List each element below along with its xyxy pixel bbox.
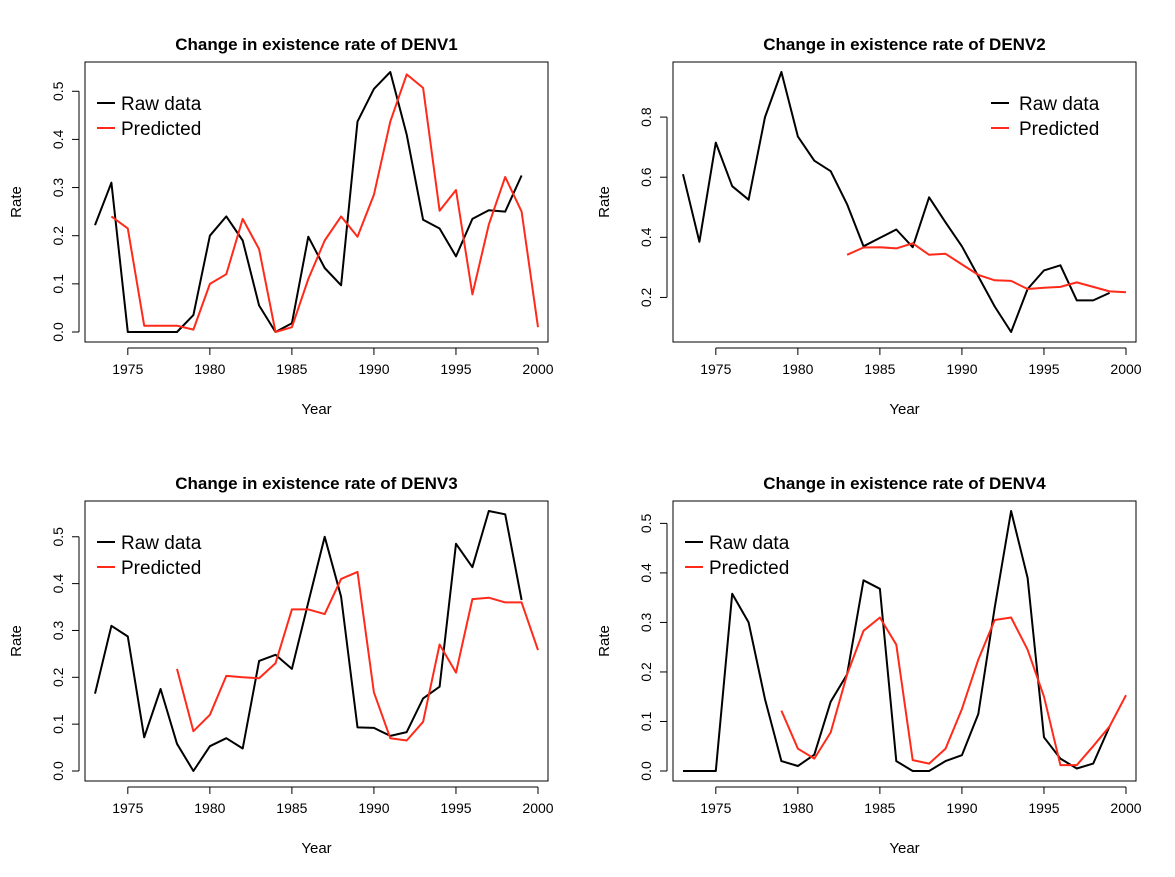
x-tick-label: 1985 [864, 800, 895, 816]
y-tick-label: 0.5 [638, 513, 654, 533]
x-tick-label: 1995 [440, 361, 471, 377]
x-tick-label: 1975 [700, 800, 731, 816]
legend-label: Predicted [121, 119, 201, 140]
x-tick-label: 1990 [358, 361, 389, 377]
y-tick-label: 0.6 [638, 167, 654, 187]
x-axis-label: Year [301, 840, 331, 857]
plot-frame [84, 61, 549, 343]
y-tick-label: 0.3 [638, 612, 654, 632]
chart-panel-denv4: Change in existence rate of DENV4 1975 198… [588, 439, 1175, 877]
y-tick-label: 0.4 [638, 563, 654, 583]
y-tick-label: 0.2 [638, 662, 654, 682]
x-tick-label: 1990 [358, 800, 389, 816]
x-axis-label: Year [889, 840, 919, 857]
y-tick-label: 0.4 [50, 574, 66, 594]
x-tick-label: 1995 [1028, 800, 1059, 816]
series-line-raw-data [683, 510, 1111, 772]
chart-title: Change in existence rate of DENV1 [175, 35, 457, 54]
legend-label: Raw data [709, 533, 790, 554]
chart-panel-denv2: Change in existence rate of DENV2 1975 198… [588, 0, 1175, 438]
y-tick-label: 0.3 [50, 621, 66, 641]
chart-title: Change in existence rate of DENV3 [175, 474, 457, 493]
series-line-raw-data [94, 510, 523, 772]
plot-frame [84, 500, 549, 782]
y-tick-label: 0.1 [50, 274, 66, 294]
x-tick-label: 1980 [194, 800, 225, 816]
chart-title: Change in existence rate of DENV2 [763, 35, 1045, 54]
y-tick-label: 0.3 [50, 178, 66, 198]
legend-label: Predicted [709, 558, 789, 579]
x-tick-label: 1975 [112, 800, 143, 816]
x-tick-label: 2000 [1110, 800, 1141, 816]
y-tick-label: 0.0 [50, 761, 66, 781]
x-tick-label: 1995 [440, 800, 471, 816]
plot-frame [672, 61, 1137, 343]
chart-denv1: Change in existence rate of DENV1 1975 198… [8, 35, 554, 418]
x-tick-label: 1985 [276, 361, 307, 377]
x-axis-label: Year [889, 401, 919, 418]
x-tick-label: 2000 [522, 361, 553, 377]
series-line-raw-data [682, 71, 1111, 333]
legend-label: Predicted [1019, 119, 1099, 140]
series-line-predicted [176, 570, 539, 742]
x-axis-label: Year [301, 401, 331, 418]
series-line-predicted [780, 616, 1127, 767]
legend-label: Predicted [121, 558, 201, 579]
legend-label: Raw data [121, 94, 202, 115]
y-tick-label: 0.4 [638, 227, 654, 247]
x-tick-label: 1980 [782, 361, 813, 377]
y-tick-label: 0.1 [50, 714, 66, 734]
chart-panel-denv3: Change in existence rate of DENV3 1975 198… [0, 439, 587, 877]
y-axis-label: Rate [8, 625, 25, 657]
x-tick-label: 1995 [1028, 361, 1059, 377]
x-tick-label: 2000 [522, 800, 553, 816]
y-tick-label: 0.5 [50, 527, 66, 547]
y-tick-label: 0.2 [638, 287, 654, 307]
y-axis-label: Rate [596, 625, 613, 657]
y-tick-label: 0.0 [50, 322, 66, 342]
plot-frame [672, 500, 1137, 782]
y-tick-label: 0.0 [638, 761, 654, 781]
x-tick-label: 1975 [112, 361, 143, 377]
y-tick-label: 0.8 [638, 107, 654, 127]
y-tick-label: 0.5 [50, 81, 66, 101]
x-tick-label: 1980 [782, 800, 813, 816]
legend-label: Raw data [121, 533, 202, 554]
series-line-predicted [110, 73, 539, 333]
series-line-raw-data [94, 71, 523, 333]
chart-title: Change in existence rate of DENV4 [763, 474, 1046, 493]
chart-panel-denv1: Change in existence rate of DENV1 1975 198… [0, 0, 587, 438]
series-line-predicted [846, 242, 1127, 294]
x-tick-label: 2000 [1110, 361, 1141, 377]
y-tick-label: 0.1 [638, 712, 654, 732]
x-tick-label: 1985 [864, 361, 895, 377]
x-tick-label: 1985 [276, 800, 307, 816]
y-tick-label: 0.2 [50, 667, 66, 687]
y-tick-label: 0.4 [50, 129, 66, 149]
chart-denv3: Change in existence rate of DENV3 1975 198… [8, 474, 554, 857]
y-tick-label: 0.2 [50, 226, 66, 246]
chart-denv4: Change in existence rate of DENV4 1975 198… [596, 474, 1142, 857]
legend-label: Raw data [1019, 94, 1100, 115]
x-tick-label: 1975 [700, 361, 731, 377]
y-axis-label: Rate [8, 186, 25, 218]
y-axis-label: Rate [596, 186, 613, 218]
x-tick-label: 1990 [946, 361, 977, 377]
chart-denv2: Change in existence rate of DENV2 1975 198… [596, 35, 1142, 418]
x-tick-label: 1990 [946, 800, 977, 816]
x-tick-label: 1980 [194, 361, 225, 377]
